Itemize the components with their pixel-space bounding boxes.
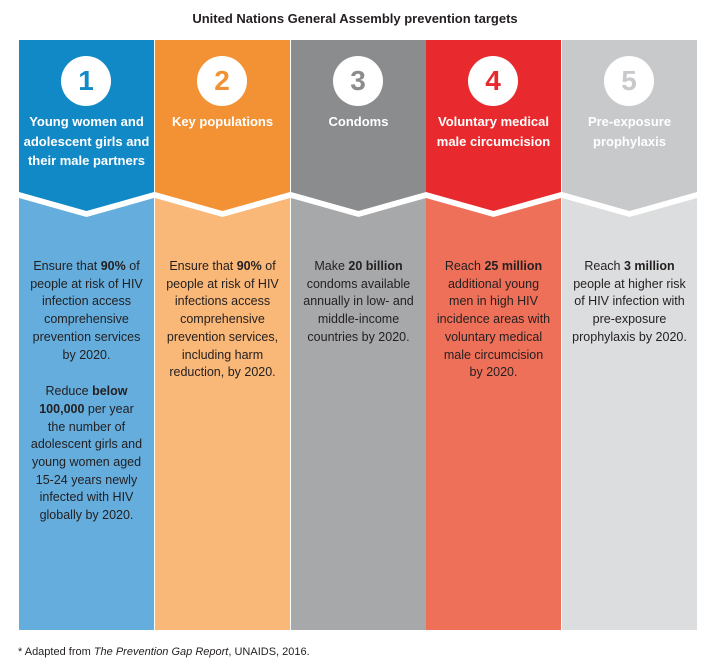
page-title: United Nations General Assembly preventi…	[192, 11, 518, 26]
column-background	[155, 40, 290, 630]
target-paragraph: Ensure that 90% of people at risk of HIV…	[165, 258, 280, 382]
column-body-shape	[291, 198, 426, 630]
highlight-text: 20 billion	[348, 259, 403, 273]
body-text: Ensure that	[169, 259, 237, 273]
body-text: of people at risk of HIV infection acces…	[30, 259, 143, 362]
target-heading: Condoms	[328, 114, 389, 129]
column-body-shape	[19, 198, 154, 630]
target-heading: Key populations	[171, 114, 274, 129]
target-heading: Voluntary medical male circumcision	[436, 114, 551, 149]
footnote: * Adapted from The Prevention Gap Report…	[18, 646, 310, 658]
body-text: Make	[314, 259, 349, 273]
target-description: Reach 25 million additional young men in…	[436, 258, 551, 382]
column-background	[562, 40, 697, 630]
target-column-5: 5 Pre-exposure prophylaxis Reach 3 million…	[562, 40, 697, 630]
body-text: Reach	[444, 259, 485, 273]
target-number: 3	[333, 56, 383, 106]
body-text: additional young men in high HIV inciden…	[436, 276, 551, 380]
column-background	[19, 40, 154, 630]
target-heading: Young women and adolescent girls and the…	[23, 114, 150, 168]
column-head-shape	[19, 40, 154, 211]
target-description: Ensure that 90% of people at risk of HIV…	[29, 258, 144, 525]
body-text: condoms available annually in low- and m…	[303, 276, 414, 344]
target-description: Ensure that 90% of people at risk of HIV…	[165, 258, 280, 382]
column-head-shape	[426, 40, 561, 211]
column-head-shape	[562, 40, 697, 211]
footnote-suffix: , UNAIDS, 2016.	[228, 646, 310, 658]
body-text: per year the number of adolescent girls …	[30, 401, 143, 523]
target-heading: Pre-exposure prophylaxis	[587, 114, 672, 149]
body-text: Reduce	[45, 384, 93, 399]
column-head-shape	[291, 40, 426, 211]
target-column-1: 1 Young women and adolescent girls and th…	[19, 40, 154, 630]
target-paragraph: Reach 25 million additional young men in…	[436, 258, 551, 382]
target-description: Reach 3 million people at higher risk of…	[572, 258, 687, 347]
target-number: 5	[604, 56, 654, 106]
target-description: Make 20 billion condoms available annual…	[301, 258, 416, 347]
column-background	[291, 40, 426, 630]
column-background	[426, 40, 561, 630]
highlight-text: 90%	[100, 259, 126, 273]
body-text: people at higher risk of HIV infection w…	[572, 276, 687, 344]
body-text: of people at risk of HIV infections acce…	[166, 259, 279, 380]
target-column-4: 4 Voluntary medical male circumcision Reac…	[426, 40, 561, 630]
target-column-2: 2 Key populations Ensure that 90% of peopl…	[155, 40, 290, 630]
footnote-prefix: * Adapted from	[18, 646, 94, 658]
column-body-shape	[562, 198, 697, 630]
footnote-source: The Prevention Gap Report	[93, 646, 229, 658]
body-text: Ensure that	[33, 259, 101, 273]
highlight-text: 3 million	[623, 259, 675, 273]
column-body-shape	[426, 198, 561, 630]
target-number: 1	[61, 56, 111, 106]
body-text: Reach	[584, 259, 624, 273]
target-number: 2	[197, 56, 247, 106]
target-paragraph: Ensure that 90% of people at risk of HIV…	[29, 258, 144, 364]
highlight-text: below 100,000	[39, 384, 128, 416]
target-column-3: 3 Condoms Make 20 billion condoms availabl…	[291, 40, 426, 630]
target-number: 4	[468, 56, 518, 106]
target-paragraph: Make 20 billion condoms available annual…	[301, 258, 416, 347]
target-paragraph: Reach 3 million people at higher risk of…	[572, 258, 687, 347]
column-head-shape	[155, 40, 290, 211]
highlight-text: 90%	[236, 259, 262, 273]
target-paragraph: Reduce below 100,000 per year the number…	[29, 383, 144, 525]
highlight-text: 25 million	[484, 259, 543, 273]
column-body-shape	[155, 198, 290, 630]
